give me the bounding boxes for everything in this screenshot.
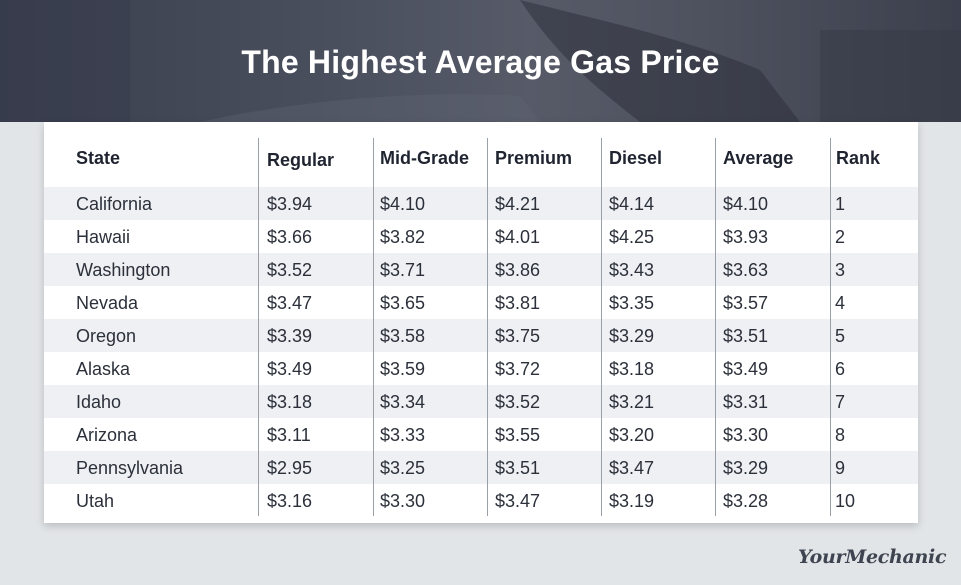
cell-rank: 4: [835, 293, 846, 313]
column-header-premium: Premium: [495, 148, 573, 168]
cell-mid-grade: $3.59: [380, 359, 426, 379]
cell-diesel: $4.25: [609, 227, 655, 247]
column-header-mid-grade: Mid-Grade: [380, 148, 470, 168]
column-header-average: Average: [723, 148, 794, 168]
cell-premium: $4.01: [495, 227, 541, 247]
header-banner: The Highest Average Gas Price: [0, 0, 961, 122]
cell-diesel: $3.47: [609, 458, 655, 478]
cell-rank: 6: [835, 359, 846, 379]
row-stripe: [44, 319, 918, 352]
cell-rank: 5: [835, 326, 846, 346]
cell-rank: 10: [835, 491, 856, 511]
cell-rank: 3: [835, 260, 846, 280]
page-title: The Highest Average Gas Price: [241, 44, 720, 80]
cell-regular: $3.94: [267, 194, 313, 214]
cell-regular: $3.66: [267, 227, 313, 247]
cell-rank: 8: [835, 425, 846, 445]
cell-mid-grade: $4.10: [380, 194, 426, 214]
cell-diesel: $3.19: [609, 491, 655, 511]
column-header-state: State: [76, 148, 121, 168]
cell-mid-grade: $3.34: [380, 392, 426, 412]
cell-state: Idaho: [76, 392, 122, 412]
column-divider: [601, 138, 602, 516]
cell-premium: $3.75: [495, 326, 541, 346]
cell-state: Washington: [76, 260, 171, 280]
gas-price-table: State Regular Mid-Grade Premium Diesel A…: [44, 122, 918, 523]
cell-average: $3.93: [723, 227, 769, 247]
cell-state: Oregon: [76, 326, 137, 346]
cell-average: $4.10: [723, 194, 769, 214]
cell-average: $3.63: [723, 260, 769, 280]
cell-mid-grade: $3.30: [380, 491, 426, 511]
cell-rank: 2: [835, 227, 846, 247]
column-header-regular: Regular: [267, 150, 335, 170]
cell-regular: $3.18: [267, 392, 313, 412]
cell-average: $3.57: [723, 293, 769, 313]
column-divider: [373, 138, 374, 516]
yourmechanic-logo: YourMechanic: [798, 546, 947, 568]
row-stripe: [44, 187, 918, 220]
cell-state: Hawaii: [76, 227, 131, 247]
cell-diesel: $3.43: [609, 260, 655, 280]
cell-state: Nevada: [76, 293, 139, 313]
cell-diesel: $3.20: [609, 425, 655, 445]
cell-diesel: $3.35: [609, 293, 655, 313]
cell-average: $3.28: [723, 491, 769, 511]
row-stripe: [44, 451, 918, 484]
cell-state: Pennsylvania: [76, 458, 184, 478]
cell-state: Arizona: [76, 425, 138, 445]
cell-mid-grade: $3.25: [380, 458, 426, 478]
cell-premium: $4.21: [495, 194, 541, 214]
column-divider: [487, 138, 488, 516]
row-stripe: [44, 253, 918, 286]
cell-regular: $3.11: [267, 425, 311, 445]
column-divider: [258, 138, 259, 516]
cell-mid-grade: $3.33: [380, 425, 426, 445]
row-stripe: [44, 385, 918, 418]
cell-regular: $3.16: [267, 491, 313, 511]
cell-diesel: $3.18: [609, 359, 655, 379]
cell-mid-grade: $3.71: [380, 260, 426, 280]
cell-diesel: $3.29: [609, 326, 655, 346]
cell-premium: $3.51: [495, 458, 541, 478]
cell-average: $3.51: [723, 326, 769, 346]
cell-premium: $3.81: [495, 293, 541, 313]
cell-average: $3.49: [723, 359, 769, 379]
cell-diesel: $4.14: [609, 194, 655, 214]
cell-premium: $3.55: [495, 425, 541, 445]
cell-premium: $3.47: [495, 491, 541, 511]
cell-state: Alaska: [76, 359, 131, 379]
cell-rank: 9: [835, 458, 846, 478]
cell-regular: $3.49: [267, 359, 313, 379]
column-divider: [830, 138, 831, 516]
cell-state: Utah: [76, 491, 115, 511]
cell-state: California: [76, 194, 153, 214]
cell-regular: $2.95: [267, 458, 313, 478]
cell-regular: $3.47: [267, 293, 313, 313]
cell-rank: 7: [835, 392, 846, 412]
cell-average: $3.31: [723, 392, 769, 412]
column-header-diesel: Diesel: [609, 148, 663, 168]
cell-mid-grade: $3.58: [380, 326, 426, 346]
cell-mid-grade: $3.82: [380, 227, 426, 247]
cell-regular: $3.52: [267, 260, 313, 280]
column-divider: [715, 138, 716, 516]
cell-rank: 1: [835, 194, 846, 214]
cell-premium: $3.52: [495, 392, 541, 412]
column-header-rank: Rank: [836, 148, 881, 168]
gas-pump-background-image: [0, 0, 961, 122]
cell-average: $3.30: [723, 425, 769, 445]
cell-average: $3.29: [723, 458, 769, 478]
cell-premium: $3.72: [495, 359, 541, 379]
cell-regular: $3.39: [267, 326, 313, 346]
cell-diesel: $3.21: [609, 392, 655, 412]
cell-mid-grade: $3.65: [380, 293, 426, 313]
cell-premium: $3.86: [495, 260, 541, 280]
